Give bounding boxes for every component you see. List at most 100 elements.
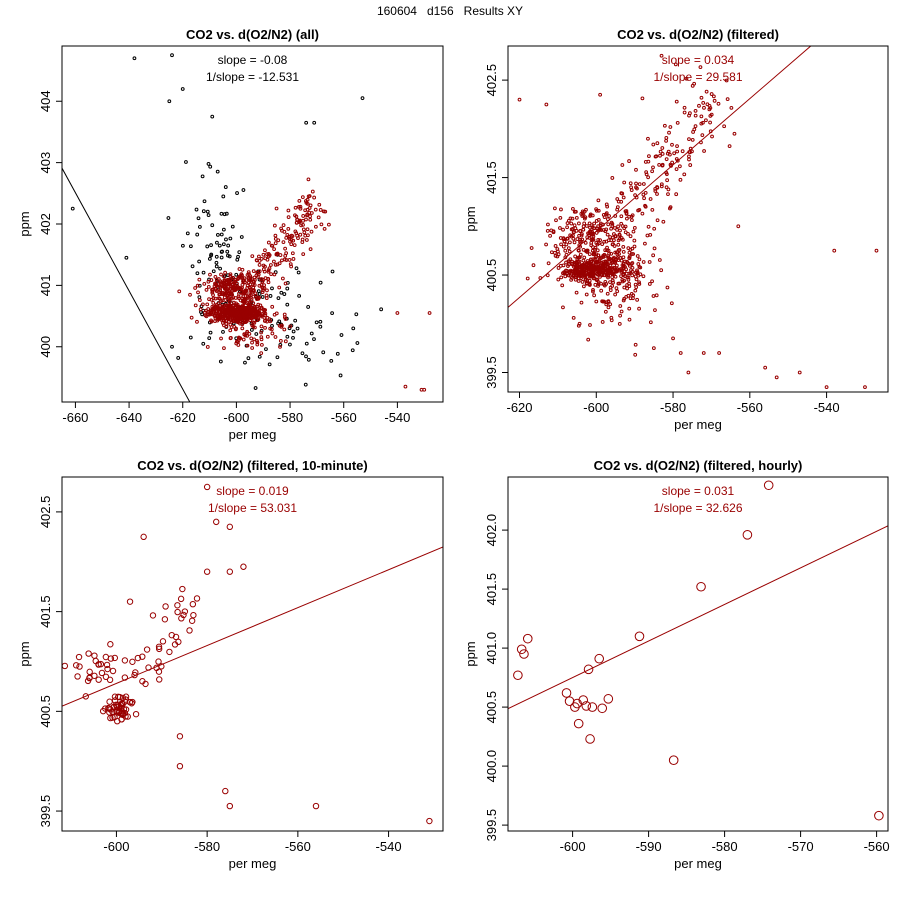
data-point [249,291,254,295]
data-point [273,335,278,339]
data-point [208,312,213,317]
data-point [635,186,639,191]
data-point [626,275,631,280]
data-point [318,319,323,324]
data-point [654,293,659,298]
data-point [351,326,356,331]
data-point [611,235,615,240]
data-point [228,273,233,278]
data-point [632,244,637,249]
data-point [587,252,592,257]
data-point [667,130,671,135]
data-point [250,254,255,259]
data-point [657,258,662,262]
data-point [250,346,255,350]
data-point [170,53,174,58]
plot-frame [61,45,444,403]
data-point [594,254,599,259]
data-point [317,202,322,207]
data-point [590,231,595,236]
data-point [209,252,214,257]
data-point [259,277,264,282]
data-point [824,385,829,390]
data-point [208,164,213,169]
data-point [233,286,238,291]
data-point [609,226,613,231]
x-tick-label: -580 [194,839,220,854]
data-point [665,151,670,156]
data-point [308,217,313,222]
data-point [648,320,653,325]
data-point [218,359,223,364]
y-axis-label: ppm [463,641,478,666]
data-point [606,275,610,280]
data-point [567,240,572,245]
data-point [572,223,577,228]
data-point [584,263,589,268]
data-point [226,523,234,531]
data-point [629,188,634,193]
data-point [556,277,561,282]
data-point [700,133,705,138]
data-point [658,153,662,158]
data-point [242,297,247,302]
data-point [653,154,658,159]
data-point [197,277,202,282]
data-point [186,627,193,634]
data-point [256,296,261,301]
data-point [569,221,574,226]
data-point [62,662,69,670]
data-point [629,185,633,190]
data-point [576,255,581,260]
data-point [306,177,311,182]
data-point [206,213,211,218]
data-point [596,217,601,222]
data-point [559,275,564,280]
data-point [250,340,254,345]
data-point [379,307,384,312]
data-point [248,299,252,304]
data-point [575,264,580,269]
data-point [237,291,241,296]
data-point [155,643,163,651]
data-point [671,336,675,341]
data-point [210,114,215,119]
data-point [617,232,622,237]
data-point [660,152,665,156]
chart-title: CO2 vs. d(O2/N2) (filtered, 10-minute) [137,458,367,473]
data-point [240,291,245,296]
data-point [234,303,239,308]
data-point [330,269,335,274]
data-point [561,227,565,232]
data-point [266,240,271,245]
data-point [619,191,624,196]
data-point [295,218,300,222]
data-point [622,278,626,283]
data-point [606,305,611,310]
data-point [630,266,635,270]
data-point [215,169,220,174]
data-point [188,244,193,249]
data-point [166,648,173,656]
data-point [251,307,255,311]
data-point [112,701,120,709]
data-point [627,317,632,322]
data-point [245,286,250,290]
data-point [272,272,277,277]
data-point [609,251,614,256]
data-point [106,709,113,716]
data-point [211,287,215,292]
data-point [117,702,125,709]
data-point [118,708,126,715]
data-point [301,222,305,227]
data-point [257,259,262,263]
inverse-slope-annotation: 1/slope = 29.581 [653,70,742,84]
data-point [241,307,246,312]
data-point [618,267,623,271]
data-point [616,242,621,247]
data-point [641,274,646,279]
data-point [624,212,629,216]
data-point [316,215,321,220]
data-points [513,480,884,821]
